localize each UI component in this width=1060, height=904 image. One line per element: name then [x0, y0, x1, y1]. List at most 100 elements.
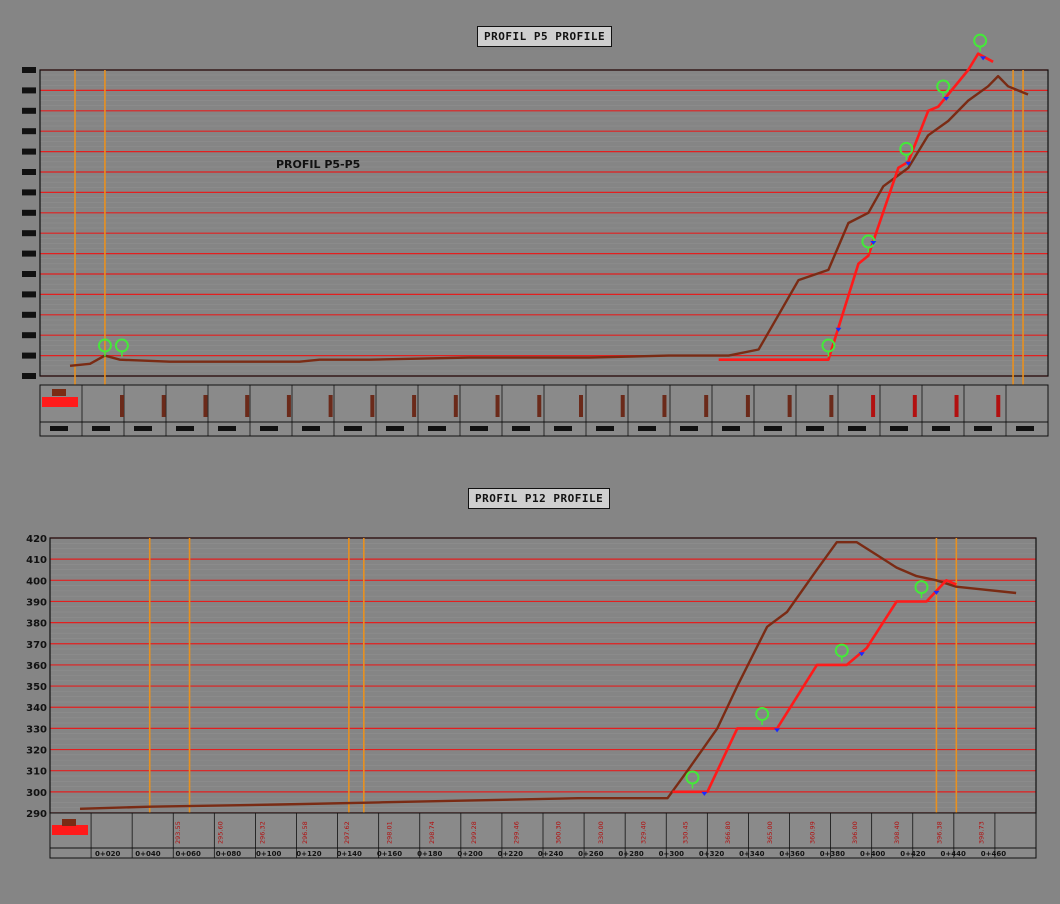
- y-tick-label-illegible: [22, 352, 36, 359]
- x-tick-label: 0+300: [659, 850, 684, 858]
- x-tick-label-illegible: [470, 426, 488, 431]
- y-tick-label: 320: [26, 746, 47, 757]
- station-elevation-label: 295.60: [216, 821, 224, 844]
- station-elevation-label-illegible: [620, 395, 625, 417]
- y-tick-label: 420: [26, 534, 47, 545]
- y-tick-label: 340: [26, 703, 47, 714]
- x-tick-label-illegible: [50, 426, 68, 431]
- y-tick-label-illegible: [22, 128, 36, 135]
- x-tick-label: 0+460: [981, 850, 1006, 858]
- station-elevation-label: 396.00: [851, 821, 859, 844]
- tree-icon: [914, 580, 929, 595]
- x-tick-label-illegible: [260, 426, 278, 431]
- station-elevation-label-illegible: [495, 395, 500, 417]
- x-tick-label-illegible: [638, 426, 656, 431]
- y-tick-label-illegible: [22, 250, 36, 257]
- station-elevation-label: 293.55: [174, 821, 182, 844]
- y-tick-label-illegible: [22, 209, 36, 216]
- survey-point: [835, 327, 842, 332]
- x-tick-label: 0+180: [417, 850, 442, 858]
- x-tick-label: 0+200: [457, 850, 482, 858]
- station-elevation-label: 330.00: [597, 821, 605, 844]
- terrain-line: [79, 541, 1017, 810]
- x-tick-label-illegible: [974, 426, 992, 431]
- station-elevation-label-illegible: [412, 395, 417, 417]
- y-tick-label-illegible: [22, 189, 36, 196]
- x-tick-label-illegible: [428, 426, 446, 431]
- legend-swatch-terrain: [62, 819, 76, 826]
- station-elevation-label-illegible: [579, 395, 583, 417]
- station-elevation-label-illegible: [328, 395, 333, 417]
- station-elevation-label: 296.32: [259, 821, 267, 844]
- design-line: [718, 52, 994, 361]
- station-elevation-label-illegible: [120, 395, 124, 417]
- x-tick-label-illegible: [932, 426, 950, 431]
- x-tick-label: 0+400: [860, 850, 885, 858]
- x-tick-label: 0+160: [377, 850, 402, 858]
- y-tick-label-illegible: [22, 107, 36, 114]
- legend-swatch-design: [52, 825, 88, 835]
- station-elevation-label: 329.40: [639, 821, 647, 844]
- station-elevation-label-illegible: [286, 395, 291, 417]
- x-tick-label-illegible: [302, 426, 320, 431]
- station-elevation-label: 366.80: [724, 821, 732, 844]
- x-tick-label-illegible: [176, 426, 194, 431]
- legend-swatch-terrain: [52, 389, 66, 396]
- station-elevation-label-illegible: [537, 395, 542, 417]
- y-tick-label-illegible: [22, 311, 36, 318]
- station-elevation-label-illegible: [871, 395, 876, 417]
- station-elevation-label: 398.73: [978, 821, 986, 844]
- station-elevation-label-illegible: [370, 395, 375, 417]
- y-tick-label: 290: [26, 809, 47, 820]
- station-elevation-label-illegible: [704, 395, 709, 417]
- station-elevation-label: 365.00: [766, 821, 774, 844]
- station-elevation-label: 298.74: [428, 821, 436, 844]
- y-tick-label: 400: [26, 576, 47, 587]
- tree-icon: [899, 141, 914, 156]
- y-tick-label: 300: [26, 788, 47, 799]
- station-elevation-label-illegible: [203, 395, 208, 417]
- y-tick-label-illegible: [22, 332, 36, 339]
- y-tick-label-illegible: [22, 169, 36, 175]
- x-tick-label: 0+100: [256, 850, 281, 858]
- y-tick-label-illegible: [22, 373, 36, 379]
- y-tick-label: 330: [26, 724, 47, 735]
- y-tick-label-illegible: [22, 148, 36, 155]
- y-tick-label: 380: [26, 619, 47, 630]
- station-elevation-label: 396.38: [935, 821, 943, 844]
- x-tick-label: 0+140: [337, 850, 362, 858]
- x-tick-label-illegible: [134, 426, 152, 431]
- station-elevation-label-illegible: [996, 395, 1001, 417]
- station-elevation-label: 296.58: [301, 821, 309, 844]
- y-tick-label: 390: [26, 597, 47, 608]
- x-tick-label: 0+340: [739, 850, 764, 858]
- survey-point: [943, 96, 950, 101]
- x-tick-label-illegible: [890, 426, 908, 431]
- station-elevation-label-illegible: [787, 395, 792, 417]
- x-tick-label: 0+120: [296, 850, 321, 858]
- x-tick-label: 0+240: [538, 850, 563, 858]
- station-elevation-label-illegible: [453, 395, 458, 417]
- x-tick-label-illegible: [92, 426, 110, 431]
- station-elevation-label: 297.62: [343, 821, 351, 844]
- x-tick-label: 0+420: [900, 850, 925, 858]
- station-elevation-label-illegible: [829, 395, 834, 417]
- x-tick-label-illegible: [848, 426, 866, 431]
- station-elevation-label-illegible: [954, 395, 959, 417]
- station-elevation-label-illegible: [245, 395, 250, 417]
- x-tick-label-illegible: [512, 426, 530, 431]
- y-tick-label-illegible: [22, 271, 36, 277]
- station-elevation-label-illegible: [662, 395, 667, 417]
- x-tick-label-illegible: [1016, 426, 1034, 431]
- station-elevation-label: 330.45: [682, 821, 690, 844]
- y-tick-label: 310: [26, 767, 47, 778]
- x-tick-label: 0+040: [135, 850, 160, 858]
- tree-icon: [755, 707, 770, 722]
- tree-icon: [834, 643, 849, 658]
- design-line: [672, 579, 957, 794]
- y-tick-label: 350: [26, 682, 47, 693]
- x-tick-label: 0+260: [578, 850, 603, 858]
- x-tick-label-illegible: [680, 426, 698, 431]
